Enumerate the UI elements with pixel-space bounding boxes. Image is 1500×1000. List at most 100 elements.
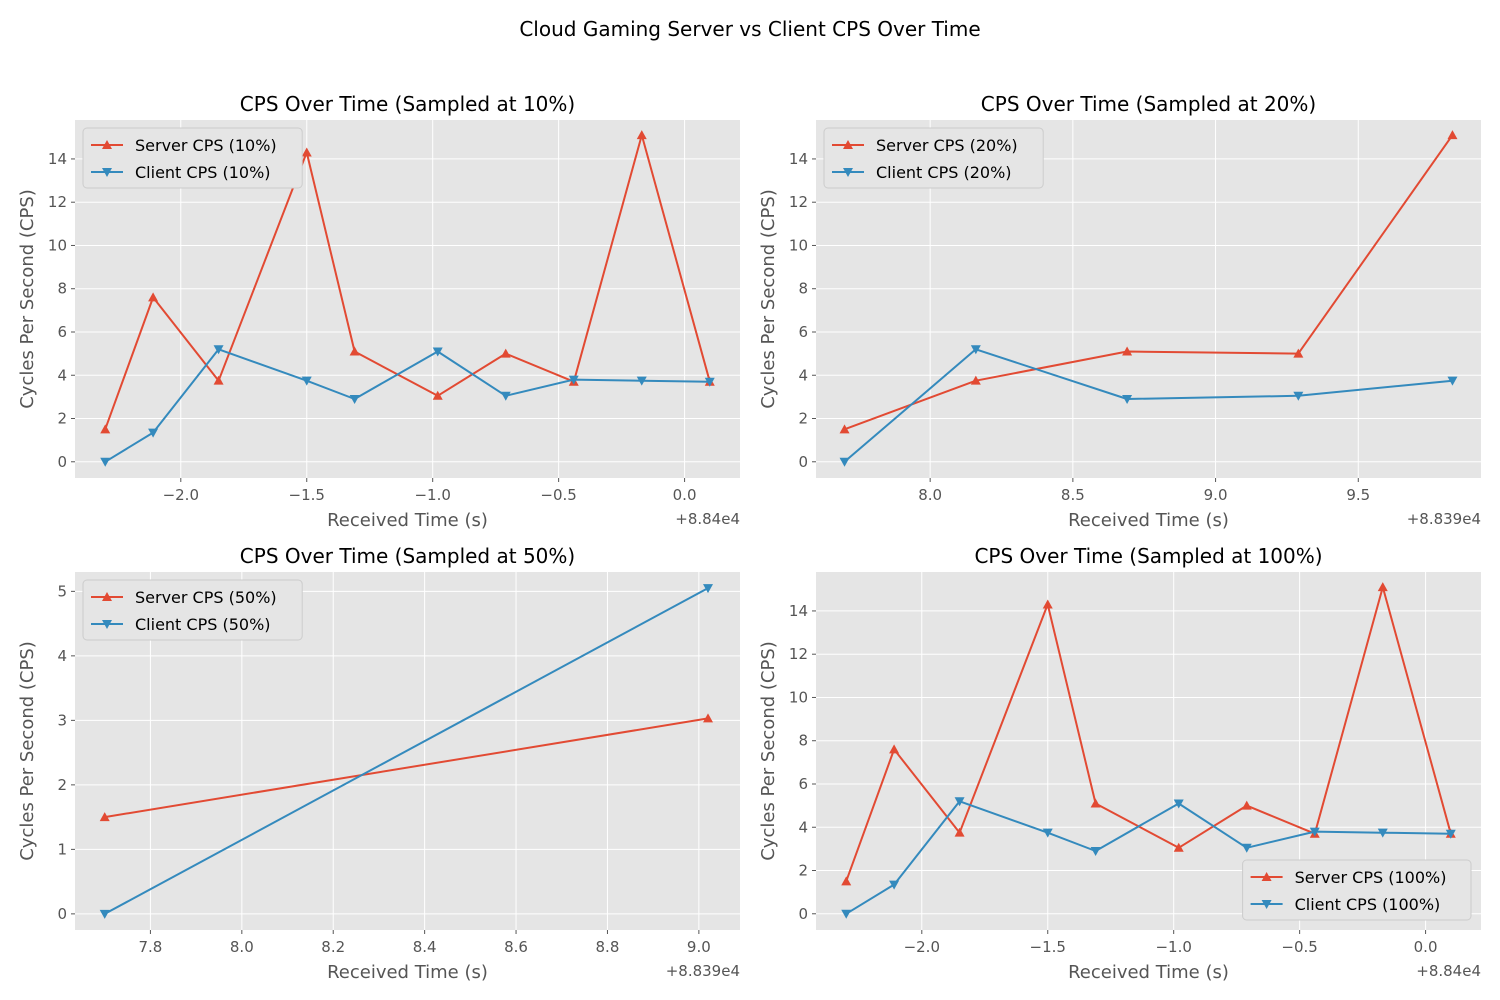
x-tick-label: 8.0 — [918, 486, 942, 504]
y-tick-label: 12 — [789, 193, 808, 211]
legend: Server CPS (50%) Client CPS (50%) — [82, 579, 303, 641]
y-tick-label: 14 — [48, 150, 67, 168]
data-point-marker — [636, 376, 647, 386]
legend-marker — [1261, 900, 1272, 909]
subplot-title: CPS Over Time (Sampled at 100%) — [974, 544, 1322, 568]
data-point-marker — [841, 876, 852, 886]
y-tick-label: 12 — [48, 193, 67, 211]
data-point-marker — [568, 375, 579, 385]
data-point-marker — [841, 909, 852, 919]
data-point-marker — [1447, 130, 1458, 140]
data-point-marker — [1173, 799, 1184, 809]
y-tick-label: 1 — [57, 840, 67, 858]
x-offset-label: +8.84e4 — [675, 510, 740, 528]
series-line-1 — [845, 586, 1452, 882]
data-point-marker — [1377, 828, 1388, 838]
data-point-marker — [500, 391, 511, 401]
y-axis-label: Cycles Per Second (CPS) — [17, 189, 38, 409]
data-point-marker — [839, 457, 850, 467]
subplot-title: CPS Over Time (Sampled at 20%) — [981, 92, 1316, 116]
data-point-marker — [889, 880, 900, 890]
y-tick-label: 0 — [57, 905, 67, 923]
data-point-marker — [889, 744, 900, 754]
y-tick-label: 10 — [48, 236, 67, 254]
x-tick-label: 7.8 — [138, 938, 162, 956]
y-tick-label: 10 — [789, 688, 808, 706]
data-point-marker — [1090, 798, 1101, 808]
x-tick-label: −1.5 — [289, 486, 325, 504]
x-offset-label: +8.839e4 — [666, 962, 740, 980]
x-axis-label: Received Time (s) — [1068, 962, 1229, 983]
legend: Server CPS (100%) Client CPS (100%) — [1242, 859, 1472, 921]
legend-label: Server CPS (20%) — [876, 136, 1018, 155]
legend-box — [823, 127, 1044, 189]
subplot-title: CPS Over Time (Sampled at 50%) — [240, 544, 575, 568]
y-tick-label: 8 — [57, 280, 67, 298]
y-tick-label: 4 — [57, 647, 67, 665]
data-point-marker — [1122, 395, 1133, 405]
legend-label: Client CPS (20%) — [876, 163, 1012, 182]
x-tick-label: 8.0 — [230, 938, 254, 956]
data-point-marker — [432, 390, 443, 400]
legend: Server CPS (20%) Client CPS (20%) — [823, 127, 1044, 189]
y-tick-label: 4 — [798, 818, 808, 836]
legend-marker — [1261, 872, 1272, 881]
data-point-marker — [1042, 599, 1053, 609]
data-point-marker — [500, 348, 511, 358]
x-offset-label: +8.839e4 — [1407, 510, 1481, 528]
data-point-marker — [954, 797, 965, 807]
x-tick-label: 0.0 — [1414, 938, 1438, 956]
y-tick-label: 14 — [789, 150, 808, 168]
data-point-marker — [301, 147, 312, 157]
legend-label: Client CPS (100%) — [1295, 895, 1441, 914]
legend: Server CPS (10%) Client CPS (10%) — [82, 127, 303, 189]
legend-label: Client CPS (10%) — [135, 163, 271, 182]
y-tick-label: 10 — [789, 236, 808, 254]
legend-marker — [843, 140, 853, 149]
data-point-marker — [99, 909, 110, 919]
data-point-marker — [100, 457, 111, 467]
y-tick-label: 6 — [798, 323, 808, 341]
x-tick-label: 8.2 — [321, 938, 345, 956]
data-point-marker — [1090, 847, 1101, 857]
y-tick-label: 3 — [57, 711, 67, 729]
data-point-marker — [100, 424, 111, 434]
data-point-marker — [703, 713, 714, 723]
y-tick-label: 5 — [57, 582, 67, 600]
x-tick-label: −1.5 — [1030, 938, 1066, 956]
data-point-marker — [1445, 829, 1456, 839]
y-tick-label: 12 — [789, 645, 808, 663]
data-point-marker — [1293, 391, 1304, 401]
x-tick-label: −1.0 — [1155, 938, 1191, 956]
figure-title: Cloud Gaming Server vs Client CPS Over T… — [519, 17, 980, 41]
legend-box — [1242, 859, 1472, 921]
series-line-2 — [104, 348, 710, 463]
legend-marker — [102, 592, 112, 601]
x-tick-label: 8.4 — [413, 938, 437, 956]
data-point-marker — [1241, 800, 1252, 810]
x-tick-label: −2.0 — [163, 486, 199, 504]
x-tick-label: −2.0 — [904, 938, 940, 956]
data-point-marker — [839, 424, 850, 434]
y-tick-label: 6 — [798, 775, 808, 793]
x-tick-label: 9.5 — [1346, 486, 1370, 504]
y-tick-label: 2 — [798, 862, 808, 880]
y-tick-label: 2 — [57, 410, 67, 428]
y-axis-label: Cycles Per Second (CPS) — [758, 641, 779, 861]
x-tick-label: 9.0 — [687, 938, 711, 956]
y-tick-label: 4 — [57, 366, 67, 384]
y-tick-label: 8 — [798, 280, 808, 298]
data-point-marker — [970, 345, 981, 355]
data-point-marker — [99, 812, 110, 822]
y-tick-label: 2 — [798, 410, 808, 428]
legend-marker — [102, 620, 112, 629]
y-axis-label: Cycles Per Second (CPS) — [17, 641, 38, 861]
series-line-1 — [104, 134, 711, 430]
data-point-marker — [1122, 346, 1133, 356]
x-tick-label: 9.0 — [1204, 486, 1228, 504]
data-point-marker — [148, 292, 159, 302]
y-tick-label: 4 — [798, 366, 808, 384]
data-point-marker — [1293, 348, 1304, 358]
